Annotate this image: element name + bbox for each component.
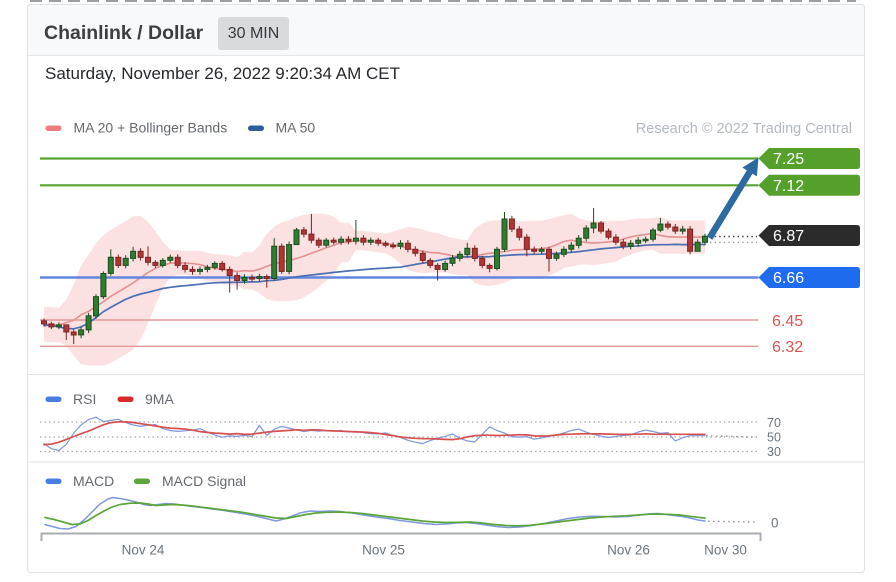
svg-text:6.45: 6.45: [772, 313, 803, 330]
svg-text:9MA: 9MA: [145, 391, 174, 407]
svg-text:Nov 24: Nov 24: [122, 543, 165, 558]
svg-text:70: 70: [767, 416, 781, 430]
svg-text:6.32: 6.32: [772, 339, 803, 356]
svg-text:Nov 26: Nov 26: [607, 543, 650, 558]
svg-text:RSI: RSI: [73, 391, 96, 407]
svg-text:6.66: 6.66: [773, 270, 804, 287]
svg-text:7.12: 7.12: [773, 178, 804, 195]
svg-text:MACD Signal: MACD Signal: [162, 473, 246, 489]
svg-text:MA 50: MA 50: [276, 120, 316, 136]
svg-text:Research © 2022 Trading Centra: Research © 2022 Trading Central: [636, 121, 852, 137]
svg-text:6.87: 6.87: [773, 228, 804, 245]
svg-text:Nov 30: Nov 30: [704, 543, 747, 558]
svg-text:MACD: MACD: [73, 473, 114, 489]
svg-text:50: 50: [767, 431, 781, 445]
svg-text:Nov 25: Nov 25: [362, 543, 405, 558]
svg-text:0: 0: [771, 516, 779, 531]
svg-text:MA 20 + Bollinger Bands: MA 20 + Bollinger Bands: [74, 120, 228, 136]
svg-text:7.25: 7.25: [773, 151, 804, 168]
svg-text:30: 30: [767, 445, 781, 459]
